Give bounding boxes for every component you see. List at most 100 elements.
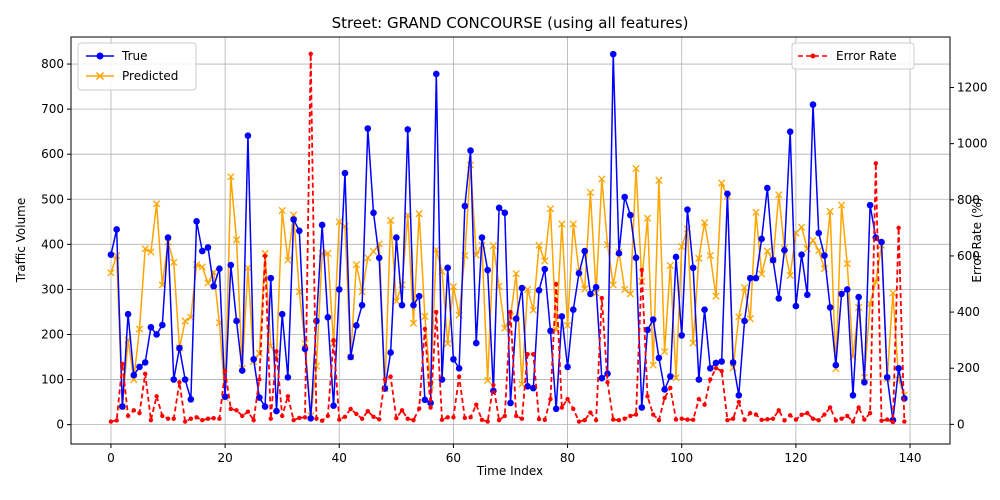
point-predicted [541, 257, 549, 265]
point-error-rate [514, 413, 519, 419]
point-error-rate [268, 416, 273, 421]
point-error-rate [165, 416, 171, 421]
series-line-true [110, 53, 906, 421]
point-true [518, 284, 526, 292]
point-predicted [672, 374, 680, 382]
x-tick-label: 100 [670, 451, 693, 465]
point-error-rate [879, 418, 884, 423]
point-predicted [695, 254, 703, 262]
point-error-rate [297, 415, 302, 421]
point-predicted [198, 263, 206, 271]
point-true [569, 306, 577, 313]
point-predicted [409, 319, 418, 327]
point-true [615, 250, 623, 257]
point-true [398, 301, 406, 309]
point-error-rate [816, 417, 821, 423]
point-predicted [826, 207, 834, 216]
point-true [284, 373, 292, 381]
point-true [638, 404, 646, 411]
point-error-rate [650, 412, 656, 417]
point-true [701, 306, 708, 313]
point-true [341, 169, 349, 177]
y-left-tick-label: 300 [41, 282, 64, 296]
point-error-rate [228, 406, 234, 412]
point-true [855, 293, 862, 301]
point-true [455, 364, 463, 372]
y-right-tick-label: 1000 [957, 137, 988, 151]
point-true [484, 266, 491, 274]
point-true [141, 359, 149, 366]
point-error-rate [194, 415, 199, 420]
point-true [684, 206, 691, 213]
point-error-rate [354, 411, 359, 417]
point-error-rate [896, 225, 901, 231]
point-true [415, 292, 423, 300]
point-error-rate [160, 413, 165, 419]
point-error-rate [799, 412, 804, 418]
point-true [227, 261, 235, 269]
legend-predicted-label: Predicted [122, 69, 178, 83]
point-true [472, 339, 480, 347]
point-true [535, 287, 543, 294]
point-error-rate [411, 417, 416, 423]
point-error-rate [348, 406, 353, 412]
point-true [170, 376, 178, 383]
point-true [832, 361, 840, 369]
point-true [632, 254, 640, 262]
point-error-rate [508, 309, 513, 315]
point-true [621, 193, 628, 201]
point-error-rate [108, 419, 114, 424]
point-error-rate [839, 416, 844, 421]
point-predicted [244, 264, 252, 272]
point-true [592, 283, 600, 291]
point-true [581, 247, 589, 255]
point-error-rate [673, 417, 679, 422]
point-true [364, 125, 372, 132]
point-true [301, 345, 309, 353]
point-true [335, 286, 343, 293]
point-predicted [718, 179, 726, 187]
point-true [495, 204, 503, 212]
point-true [318, 221, 326, 229]
y-axis-label-right: Error Rate (%) [970, 197, 984, 282]
point-predicted [649, 361, 657, 369]
point-true [644, 326, 651, 334]
point-predicted [843, 260, 851, 268]
point-true [895, 364, 902, 372]
point-predicted [107, 269, 115, 277]
point-error-rate [188, 416, 194, 421]
y-left-tick-label: 200 [41, 327, 64, 341]
point-predicted [141, 245, 149, 253]
x-tick-label: 20 [217, 451, 232, 465]
point-error-rate [279, 413, 285, 419]
point-error-rate [525, 351, 530, 357]
point-true [843, 286, 851, 293]
point-error-rate [616, 417, 622, 423]
point-error-rate [690, 417, 696, 423]
point-error-rate [308, 51, 313, 57]
point-error-rate [765, 417, 770, 422]
legend-left: True Predicted [77, 42, 197, 91]
point-predicted [181, 317, 189, 325]
point-error-rate [708, 377, 713, 382]
y-right-tick-label: 400 [957, 305, 980, 319]
x-tick-label: 60 [446, 451, 461, 465]
point-true [147, 323, 155, 331]
point-true [267, 274, 275, 282]
point-true [198, 247, 206, 255]
point-true [604, 370, 611, 377]
point-error-rate [873, 161, 878, 166]
point-error-rate [685, 417, 690, 422]
point-true [530, 384, 537, 392]
point-true [193, 218, 200, 225]
point-error-rate [148, 417, 154, 423]
point-error-rate [713, 366, 719, 371]
point-error-rate [245, 409, 251, 414]
point-true [238, 367, 246, 374]
point-predicted [392, 297, 401, 305]
legend-right-box [791, 42, 915, 70]
point-true [153, 331, 160, 338]
point-true [119, 403, 126, 410]
legend-error-marker [810, 53, 816, 59]
point-error-rate [479, 417, 485, 423]
